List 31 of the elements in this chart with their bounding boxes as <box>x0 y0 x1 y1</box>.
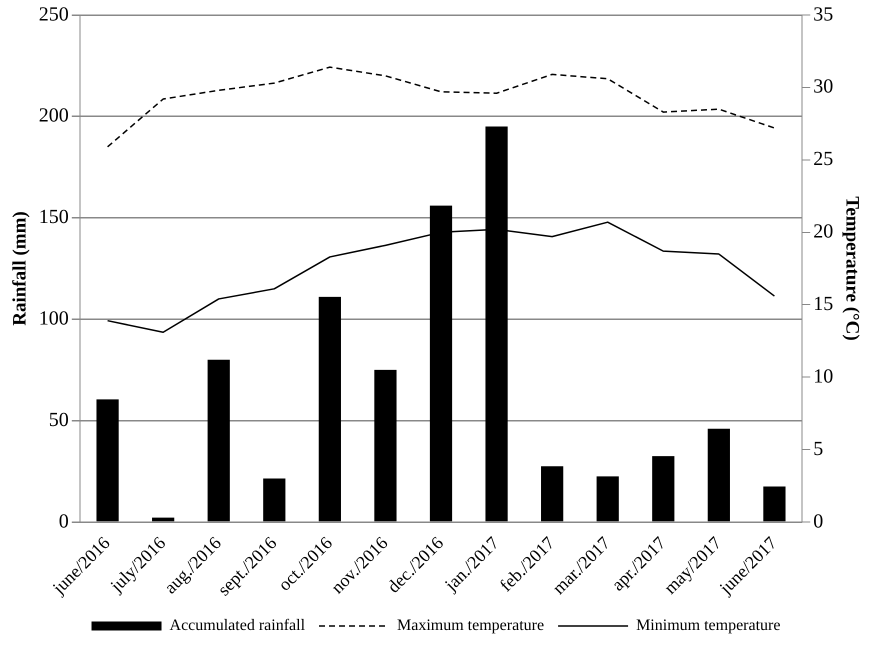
y2-tick-label: 10 <box>813 365 834 388</box>
bar <box>96 399 119 522</box>
legend-label: Accumulated rainfall <box>170 617 306 634</box>
y2-tick-label: 15 <box>813 292 834 315</box>
bar <box>208 360 230 522</box>
bar <box>152 518 174 522</box>
y-tick-label: 250 <box>38 3 69 26</box>
y2-tick-label: 20 <box>813 220 834 243</box>
bar <box>374 370 397 522</box>
y2-tick-label: 30 <box>813 76 834 98</box>
bar <box>708 428 730 522</box>
bar <box>596 476 619 522</box>
y2-tick-label: 25 <box>813 148 834 170</box>
y2-tick-label: 5 <box>813 438 824 460</box>
bar <box>541 466 564 522</box>
y-tick-label: 50 <box>48 408 69 431</box>
legend-label: Minimum temperature <box>636 617 780 634</box>
bar <box>652 456 674 522</box>
legend-label: Maximum temperature <box>397 617 544 634</box>
y-tick-label: 0 <box>58 510 69 532</box>
y2-tick-label: 0 <box>813 510 824 532</box>
y-tick-label: 150 <box>38 206 69 228</box>
y2-tick-label: 35 <box>813 3 834 26</box>
line-series <box>106 66 776 148</box>
bar <box>263 478 286 522</box>
bar <box>318 296 341 522</box>
y-axis-title: Rainfall (mm) <box>9 211 30 326</box>
y-tick-label: 100 <box>38 307 69 330</box>
y-tick-label: 200 <box>38 104 69 127</box>
y2-axis-title: Temperature (°C) <box>842 196 863 341</box>
bar <box>763 486 786 522</box>
